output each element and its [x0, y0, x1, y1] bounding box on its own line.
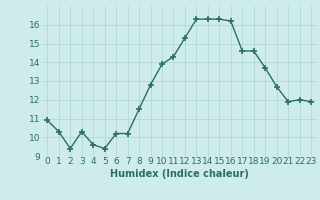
X-axis label: Humidex (Indice chaleur): Humidex (Indice chaleur)	[110, 169, 249, 179]
